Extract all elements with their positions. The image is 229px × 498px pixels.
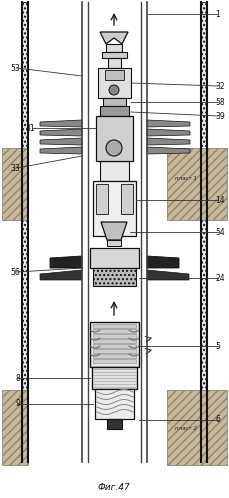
- Text: 5: 5: [215, 342, 220, 351]
- Circle shape: [106, 140, 122, 156]
- Bar: [100, 106, 129, 116]
- Bar: [201, 2, 207, 464]
- Bar: [108, 58, 121, 68]
- Bar: [93, 339, 136, 343]
- Text: 9: 9: [15, 399, 20, 408]
- Bar: [93, 359, 136, 363]
- Text: 8: 8: [15, 374, 20, 382]
- Bar: [93, 354, 136, 358]
- Text: 6: 6: [215, 415, 220, 424]
- Bar: [90, 322, 139, 367]
- Circle shape: [109, 85, 119, 95]
- Bar: [167, 390, 227, 465]
- Polygon shape: [147, 129, 190, 136]
- Bar: [105, 70, 124, 80]
- Text: 1: 1: [215, 9, 220, 18]
- Polygon shape: [40, 138, 82, 145]
- Bar: [92, 367, 137, 389]
- Bar: [96, 184, 108, 214]
- Polygon shape: [40, 147, 82, 154]
- Text: 58: 58: [215, 98, 225, 107]
- Text: 24: 24: [215, 273, 225, 282]
- Bar: [100, 118, 129, 138]
- Bar: [98, 68, 131, 98]
- Text: 32: 32: [215, 82, 225, 91]
- Text: пласт 1: пласт 1: [175, 175, 197, 180]
- Polygon shape: [40, 270, 82, 280]
- Bar: [2, 148, 28, 220]
- Bar: [93, 181, 136, 236]
- Polygon shape: [147, 120, 190, 127]
- Bar: [100, 138, 129, 152]
- Polygon shape: [40, 120, 82, 127]
- Bar: [167, 148, 227, 220]
- Text: 54: 54: [215, 228, 225, 237]
- Bar: [121, 184, 133, 214]
- Polygon shape: [100, 32, 128, 44]
- Text: 33: 33: [10, 163, 20, 172]
- Text: Фиг.47: Фиг.47: [98, 483, 130, 492]
- Text: пласт 2: пласт 2: [175, 425, 197, 430]
- Bar: [93, 344, 136, 348]
- Bar: [96, 116, 133, 161]
- Bar: [22, 2, 28, 464]
- Bar: [93, 268, 136, 286]
- Text: 31: 31: [25, 124, 35, 132]
- Polygon shape: [147, 138, 190, 145]
- Polygon shape: [101, 222, 127, 240]
- Bar: [93, 329, 136, 333]
- Bar: [100, 161, 129, 181]
- Text: 56: 56: [10, 267, 20, 276]
- Bar: [106, 44, 122, 52]
- Bar: [90, 248, 139, 268]
- Bar: [107, 240, 121, 246]
- Polygon shape: [40, 129, 82, 136]
- Polygon shape: [147, 256, 179, 268]
- Text: 39: 39: [215, 112, 225, 121]
- Bar: [93, 349, 136, 353]
- Bar: [102, 52, 127, 58]
- Text: 53: 53: [10, 64, 20, 73]
- Polygon shape: [50, 256, 82, 268]
- Bar: [93, 324, 136, 328]
- Bar: [93, 334, 136, 338]
- Bar: [95, 389, 134, 419]
- Bar: [2, 390, 28, 465]
- Bar: [107, 419, 122, 429]
- Bar: [103, 98, 126, 106]
- Text: 14: 14: [215, 196, 225, 205]
- Polygon shape: [147, 147, 190, 154]
- Polygon shape: [147, 270, 189, 280]
